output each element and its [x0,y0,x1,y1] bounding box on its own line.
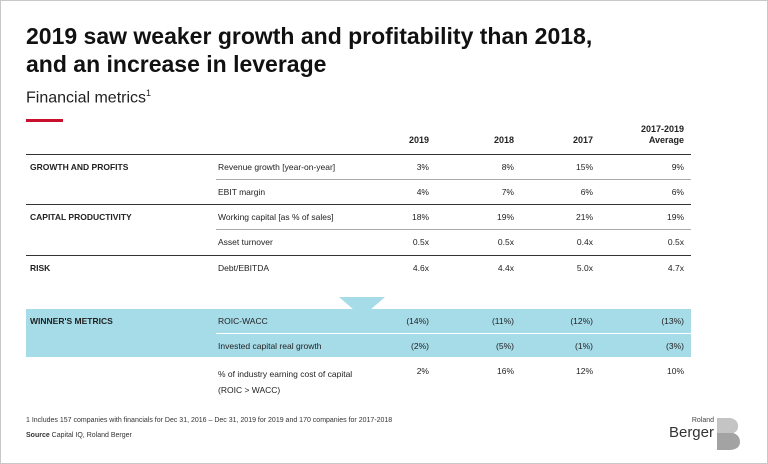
accent-bar [26,119,63,122]
col-header-2017: 2017 [572,135,593,145]
metric-label: EBIT margin [218,187,266,197]
logo-word-big: Berger [668,424,714,441]
value-2018: (5%) [496,341,514,351]
footnote: 1 Includes 157 companies with financials… [26,417,393,424]
table-row: Asset turnover 0.5x 0.5x 0.4x 0.5x [0,230,768,255]
metric-label-line-2: (ROIC > WACC) [218,385,281,395]
value-2018: 7% [501,187,514,197]
value-2018: (11%) [491,316,514,326]
value-2019: (2%) [411,341,429,351]
value-average: 0.5x [667,237,684,247]
source-text: Capital IQ, Roland Berger [49,432,132,439]
value-2019: 2% [416,366,429,376]
pointer-triangle [339,297,385,317]
value-average: 4.7x [667,263,684,273]
row-divider [216,333,691,334]
table-row: 2% 16% 12% 10% [0,359,768,384]
title-line-2: and an increase in leverage [26,51,327,77]
category-label: CAPITAL PRODUCTIVITY [30,212,132,222]
metric-label-line-1: % of industry earning cost of capital [218,369,353,379]
header-rule [26,154,691,155]
metric-label: Working capital [as % of sales] [218,212,334,222]
logo-b-icon [717,418,740,450]
row-divider [216,229,691,230]
table-row: RISK Debt/EBITDA 4.6x 4.4x 5.0x 4.7x [0,256,768,281]
metric-label: Invested capital real growth [218,341,322,351]
value-2017: 6% [580,187,593,197]
metric-label: ROIC-WACC [218,316,268,326]
section-rule [26,255,691,256]
value-2019: 4.6x [412,263,429,273]
value-2019: 0.5x [412,237,429,247]
metric-label: Asset turnover [218,237,273,247]
value-2019: 3% [416,162,429,172]
value-average: (13%) [661,316,684,326]
col-header-average: Average [648,135,684,145]
value-2017: (1%) [575,341,593,351]
category-label: GROWTH AND PROFITS [30,162,129,172]
table-row: EBIT margin 4% 7% 6% 6% [0,180,768,205]
value-2018: 16% [496,366,514,376]
value-2018: 8% [501,162,514,172]
logo-word-small: Roland [691,417,714,424]
col-header-2019: 2019 [408,135,429,145]
value-2018: 0.5x [497,237,514,247]
category-label: RISK [30,263,51,273]
title-line-1: 2019 saw weaker growth and profitability… [26,23,593,49]
value-2017: 0.4x [576,237,593,247]
source-line: Source Capital IQ, Roland Berger [26,432,132,439]
subtitle-text: Financial metrics [26,89,147,107]
value-average: 9% [671,162,684,172]
value-average: 19% [666,212,684,222]
category-label: WINNER'S METRICS [30,316,113,326]
metric-label: Revenue growth [year-on-year] [218,162,336,172]
value-2017: 15% [575,162,593,172]
value-2019: 18% [411,212,429,222]
source-label: Source [26,432,50,439]
value-2019: 4% [416,187,429,197]
value-2017: 12% [575,366,593,376]
table-row: CAPITAL PRODUCTIVITY Working capital [as… [0,205,768,230]
col-header-2018: 2018 [493,135,514,145]
section-rule [26,204,691,205]
value-average: 10% [666,366,684,376]
table-row: WINNER'S METRICS ROIC-WACC (14%) (11%) (… [0,309,768,334]
slide-title: 2019 saw weaker growth and profitability… [26,22,726,78]
value-2018: 4.4x [497,263,514,273]
row-divider [216,179,691,180]
value-average: 6% [671,187,684,197]
metric-label: % of industry earning cost of capital (R… [218,366,352,398]
value-2017: 5.0x [576,263,593,273]
value-2018: 19% [496,212,514,222]
value-average: (3%) [666,341,684,351]
value-2017: 21% [575,212,593,222]
slide-subtitle: Financial metrics1 [26,88,151,107]
footnote-marker: 1 [146,88,152,98]
value-2017: (12%) [570,316,593,326]
company-logo: Roland Berger [668,417,742,451]
value-2019: (14%) [406,316,429,326]
table-row: Invested capital real growth (2%) (5%) (… [0,334,768,359]
col-header-range: 2017-2019 [640,124,684,134]
table-row: GROWTH AND PROFITS Revenue growth [year-… [0,155,768,180]
metric-label: Debt/EBITDA [218,263,270,273]
